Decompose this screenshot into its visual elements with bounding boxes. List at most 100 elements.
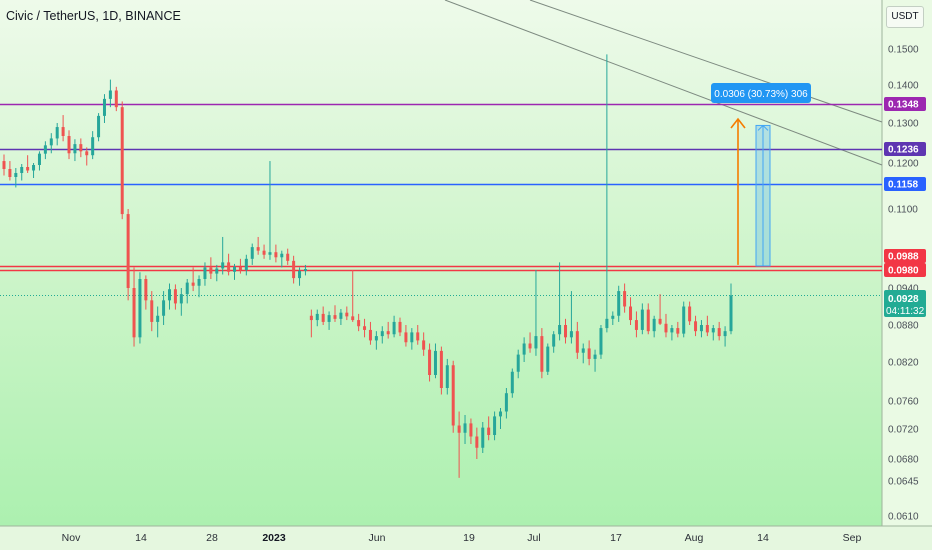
candle-body xyxy=(564,325,568,338)
candle-body xyxy=(126,214,130,288)
price-tick-label: 0.0645 xyxy=(888,477,919,488)
candle-body xyxy=(475,436,479,448)
candle-body xyxy=(227,262,231,272)
candle-body xyxy=(357,320,361,327)
candle-body xyxy=(593,354,597,359)
candle-body xyxy=(85,151,89,156)
candle-body xyxy=(8,169,12,177)
candle-body xyxy=(640,309,644,330)
candle-body xyxy=(197,279,201,286)
time-tick-label: 28 xyxy=(206,532,218,544)
price-tag-bg xyxy=(884,249,926,263)
candle-body xyxy=(487,427,491,435)
candle-body xyxy=(351,316,355,321)
candle-body xyxy=(2,161,6,169)
candle-body xyxy=(623,291,627,307)
candle-body xyxy=(363,326,367,330)
candle-body xyxy=(185,282,189,295)
candle-body xyxy=(575,331,579,353)
candle-body xyxy=(711,328,715,333)
currency-button[interactable]: USDT xyxy=(886,6,924,28)
symbol-title[interactable]: Civic / TetherUS, 1D, BINANCE xyxy=(6,9,181,23)
candle-body xyxy=(676,328,680,334)
candle-body xyxy=(469,423,473,437)
candle-body xyxy=(404,332,408,343)
candle-body xyxy=(416,332,420,341)
candle-body xyxy=(717,328,721,337)
candle-body xyxy=(457,425,461,433)
price-tick-label: 0.0610 xyxy=(888,512,919,523)
price-tag: 0.1158 xyxy=(888,180,918,191)
candle-body xyxy=(150,300,154,322)
candle-body xyxy=(587,348,591,359)
time-tick-label: 17 xyxy=(610,532,622,544)
candle-body xyxy=(428,349,432,375)
trend-line-lower xyxy=(444,0,883,166)
candle-body xyxy=(688,306,692,322)
candle-body xyxy=(233,266,237,272)
candle-body xyxy=(67,136,71,154)
candle-body xyxy=(664,323,668,333)
candle-body xyxy=(422,340,426,350)
price-tag-bg xyxy=(884,177,926,191)
candle-body xyxy=(534,336,538,349)
time-tick-label: Jun xyxy=(369,532,386,544)
candle-body xyxy=(298,270,302,279)
candle-body xyxy=(481,427,485,448)
candle-body xyxy=(144,279,148,301)
candle-body xyxy=(37,153,41,165)
time-tick-label: 19 xyxy=(463,532,475,544)
candle-body xyxy=(250,247,254,259)
candle-body xyxy=(410,332,414,343)
price-tick-label: 0.1100 xyxy=(888,205,918,216)
time-tick-label: Sep xyxy=(843,532,862,544)
candle-body xyxy=(173,289,177,304)
candle-body xyxy=(333,315,337,319)
candle-body xyxy=(516,354,520,372)
candle-body xyxy=(315,313,319,321)
last-price-tag: 0.0928 xyxy=(888,294,919,305)
price-tick-label: 0.1400 xyxy=(888,81,919,92)
candle-body xyxy=(451,365,455,426)
candle-body xyxy=(646,309,650,332)
candle-body xyxy=(522,343,526,355)
candle-body xyxy=(156,315,160,322)
candle-body xyxy=(498,411,502,417)
countdown-label: 04:11:32 xyxy=(886,306,925,317)
candle-body xyxy=(262,250,266,255)
candle-body xyxy=(611,315,615,319)
candle-body xyxy=(73,144,77,154)
candle-body xyxy=(26,167,30,171)
candle-body xyxy=(32,165,36,171)
candle-body xyxy=(97,115,101,138)
candle-body xyxy=(705,325,709,333)
price-tag-bg xyxy=(884,97,926,111)
candle-body xyxy=(546,346,550,372)
candle-body xyxy=(108,90,112,99)
candle-body xyxy=(374,336,378,341)
candle-body xyxy=(729,295,733,332)
candle-body xyxy=(162,300,166,316)
time-tick-label: Jul xyxy=(527,532,540,544)
trend-line-upper xyxy=(529,0,883,123)
candle-body xyxy=(303,268,307,271)
candle-body xyxy=(179,294,183,304)
measure-range-arrow xyxy=(762,125,769,131)
candle-body xyxy=(386,331,390,335)
candle-body xyxy=(605,318,609,329)
candle-body xyxy=(433,350,437,375)
price-tick-label: 0.0880 xyxy=(888,321,919,332)
candle-body xyxy=(699,325,703,332)
candle-body xyxy=(398,321,402,333)
measure-label-box xyxy=(711,83,811,104)
candle-body xyxy=(274,252,278,258)
candle-body xyxy=(292,260,296,279)
candle-body xyxy=(510,371,514,394)
price-tag: 0.1236 xyxy=(888,145,919,156)
price-tag-bg xyxy=(884,263,926,277)
price-tag: 0.0988 xyxy=(888,252,919,263)
candle-body xyxy=(723,331,727,337)
candle-body xyxy=(694,321,698,332)
